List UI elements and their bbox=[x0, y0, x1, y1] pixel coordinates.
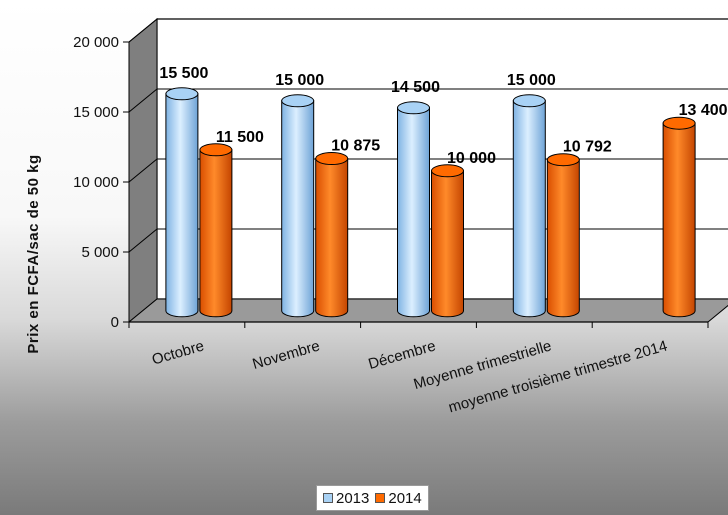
y-tick-label: 15 000 bbox=[73, 104, 119, 121]
x-category-label: Octobre bbox=[150, 338, 206, 369]
y-tick-label: 0 bbox=[111, 314, 119, 331]
gridline bbox=[128, 88, 728, 113]
y-tick-label: 10 000 bbox=[73, 174, 119, 191]
x-category-label: Novembre bbox=[251, 338, 322, 373]
bar-body bbox=[546, 159, 580, 318]
bar-series: 15 500 11 500 15 000 10 875 14 500 10 000 15 0… bbox=[159, 65, 728, 318]
bar-2013-1: 15 000 bbox=[275, 72, 324, 318]
legend-swatch-2014 bbox=[375, 493, 386, 503]
y-axis-ticks: 0 5 000 10 000 15 000 20 000 bbox=[73, 34, 709, 331]
x-category-label: Décembre bbox=[366, 338, 437, 373]
legend-item-2014: 2014 bbox=[375, 489, 422, 507]
bar-top bbox=[662, 116, 696, 130]
data-label: 13 400 bbox=[679, 102, 728, 119]
bar-2013-2: 14 500 bbox=[391, 79, 440, 318]
data-label: 10 000 bbox=[447, 150, 496, 167]
bar-2014-0: 11 500 bbox=[199, 129, 264, 318]
x-category-label: moyenne troisième trimestre 2014 bbox=[447, 338, 670, 417]
data-label: 11 500 bbox=[216, 129, 264, 146]
y-tick-label: 20 000 bbox=[73, 34, 119, 51]
legend-swatch-2013 bbox=[323, 493, 333, 503]
data-label: 10 792 bbox=[563, 139, 612, 156]
bar-top bbox=[199, 143, 233, 157]
legend-label-2013: 2013 bbox=[336, 489, 370, 507]
legend-label-2014: 2014 bbox=[388, 489, 422, 507]
bar-body bbox=[281, 100, 315, 318]
bar-body bbox=[397, 107, 430, 318]
bar-top bbox=[397, 101, 430, 115]
legend: 2013 2014 bbox=[316, 485, 429, 511]
bar-2013-3: 15 000 bbox=[507, 72, 556, 318]
gridline bbox=[128, 18, 728, 43]
legend-item-2013: 2013 bbox=[323, 490, 369, 507]
bar-top bbox=[315, 152, 349, 166]
data-label: 14 500 bbox=[391, 79, 440, 96]
data-label: 15 000 bbox=[275, 72, 324, 89]
bar-2013-0: 15 500 bbox=[159, 65, 208, 318]
bar-top bbox=[281, 94, 315, 108]
bar-body bbox=[662, 122, 696, 318]
bar-2014-3: 10 792 bbox=[546, 139, 612, 318]
bar-2014-1: 10 875 bbox=[315, 138, 380, 318]
data-label: 10 875 bbox=[331, 138, 380, 155]
data-label: 15 000 bbox=[507, 72, 556, 89]
bar-2014-4: 13 400 bbox=[662, 102, 728, 318]
y-axis-label: Prix en FCFA/sac de 50 kg bbox=[25, 154, 42, 353]
bar-top bbox=[546, 153, 580, 167]
y-tick-label: 5 000 bbox=[81, 244, 119, 261]
bar-top bbox=[165, 87, 199, 101]
bar-top bbox=[512, 94, 546, 108]
bar-body bbox=[431, 170, 464, 318]
bar-body bbox=[165, 93, 199, 318]
data-label: 15 500 bbox=[159, 65, 208, 82]
bar-body bbox=[199, 149, 233, 318]
bar-2014-2: 10 000 bbox=[431, 150, 496, 318]
bar-body bbox=[315, 158, 349, 318]
bar-body bbox=[512, 100, 546, 318]
bar-top bbox=[431, 164, 464, 178]
